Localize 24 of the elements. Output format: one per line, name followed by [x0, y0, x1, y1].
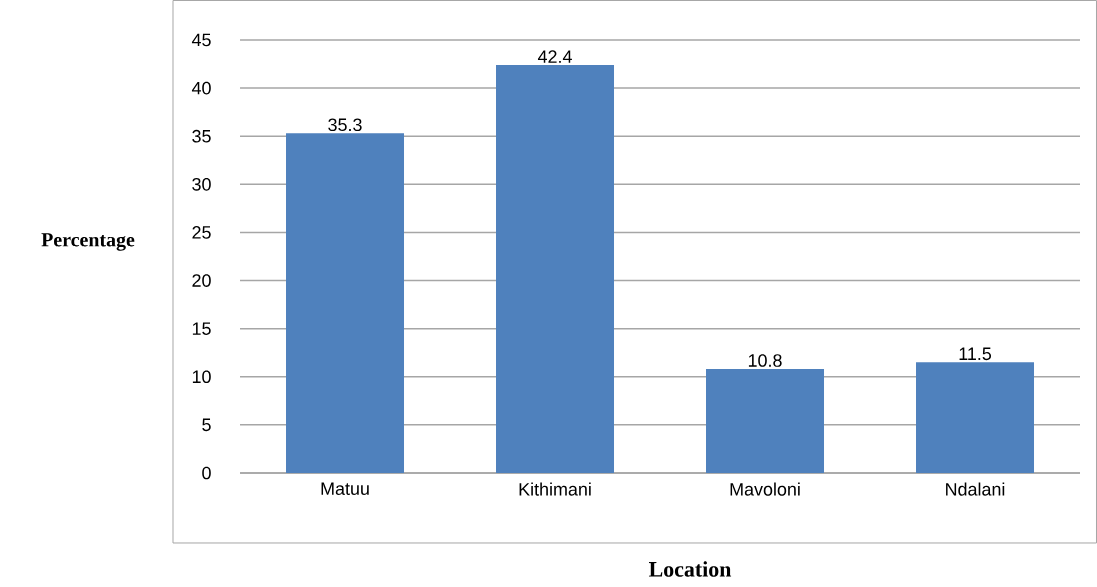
- x-axis-title: Location: [648, 561, 732, 577]
- data-label: 42.4: [537, 50, 572, 63]
- y-tick-label: 35: [192, 129, 211, 143]
- bar: [286, 133, 405, 473]
- bar: [706, 369, 825, 473]
- x-tick-label: Ndalani: [946, 482, 1005, 496]
- data-label: 35.3: [328, 118, 362, 132]
- y-tick-label: 30: [192, 177, 211, 191]
- y-axis-title: Percentage: [41, 233, 135, 251]
- y-tick-label: 5: [202, 418, 211, 432]
- bar: [916, 362, 1035, 473]
- y-tick-label: 10: [192, 370, 211, 384]
- data-label: 11.5: [959, 347, 992, 361]
- x-tick-label: Kithimani: [519, 482, 591, 496]
- y-tick-label: 0: [202, 466, 211, 480]
- x-tick-label: Mavoloni: [730, 482, 800, 496]
- x-tick-label: Matuu: [321, 482, 369, 496]
- y-tick-label: 15: [192, 322, 211, 335]
- y-tick-label: 20: [192, 274, 211, 287]
- y-tick-label: 25: [192, 226, 211, 239]
- bar: [496, 65, 615, 473]
- y-tick-label: 40: [191, 81, 211, 95]
- y-tick-label: 45: [191, 33, 211, 47]
- data-label: 10.8: [748, 354, 782, 367]
